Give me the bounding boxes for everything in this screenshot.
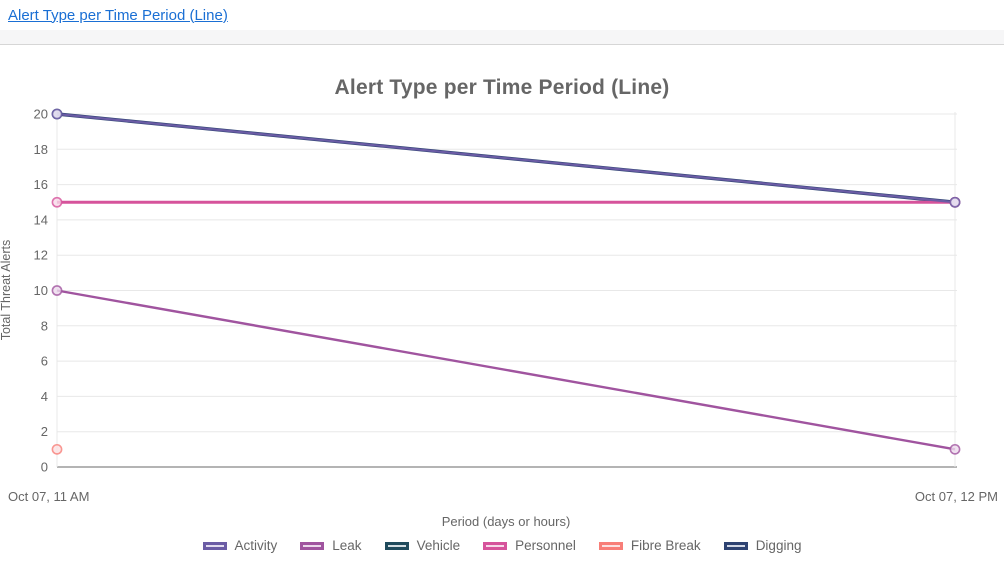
series-line-leak: [56, 289, 956, 451]
x-axis-title: Period (days or hours): [441, 514, 571, 529]
y-tick-label: 12: [34, 248, 48, 263]
legend-swatch-fibre-break: [598, 541, 623, 550]
y-tick-label: 16: [34, 177, 48, 192]
legend-swatch-digging: [723, 541, 748, 550]
chart-plot-area[interactable]: 0 2 4 6 8 10 12 14 16 18 20: [0, 45, 1004, 566]
chart-page-link[interactable]: Alert Type per Time Period (Line): [8, 6, 228, 24]
data-point-leak[interactable]: [949, 443, 961, 455]
legend-item-fibre-break[interactable]: Fibre Break: [598, 538, 701, 553]
legend-item-activity[interactable]: Activity: [202, 538, 278, 553]
header-divider: [0, 30, 1004, 45]
legend-swatch-personnel: [483, 541, 508, 550]
y-tick-label: 14: [34, 212, 48, 227]
y-tick-label: 8: [41, 318, 48, 333]
legend-swatch-activity: [202, 541, 227, 550]
data-point-personnel[interactable]: [51, 196, 63, 208]
chart-legend: Activity Leak Vehicle Personnel Fibre Break D…: [0, 538, 1004, 553]
y-tick-label: 10: [34, 283, 48, 298]
legend-label: Personnel: [515, 538, 576, 553]
x-tick-label-right: Oct 07, 12 PM: [914, 489, 998, 504]
y-tick-label: 18: [34, 142, 48, 157]
y-tick-label: 20: [34, 107, 48, 122]
legend-item-personnel[interactable]: Personnel: [483, 538, 576, 553]
chart-title: Alert Type per Time Period (Line): [334, 76, 670, 99]
chart-card: Alert Type per Time Period (Line) Total …: [0, 45, 1004, 566]
data-point-activity[interactable]: [949, 196, 961, 208]
legend-swatch-leak: [300, 541, 325, 550]
legend-label: Vehicle: [416, 538, 461, 553]
page-header: Alert Type per Time Period (Line): [0, 0, 1004, 30]
legend-label: Activity: [234, 538, 278, 553]
series-line-activity: [56, 112, 956, 204]
y-tick-label: 2: [41, 424, 48, 439]
legend-item-leak[interactable]: Leak: [300, 538, 362, 553]
data-point-fibre-break[interactable]: [51, 443, 63, 455]
y-tick-label: 0: [41, 460, 48, 475]
legend-label: Fibre Break: [630, 538, 701, 553]
x-tick-label-left: Oct 07, 11 AM: [8, 489, 90, 504]
legend-item-vehicle[interactable]: Vehicle: [384, 538, 461, 553]
legend-item-digging[interactable]: Digging: [723, 538, 802, 553]
legend-label: Leak: [332, 538, 362, 553]
y-tick-label: 4: [41, 389, 48, 404]
data-point-activity[interactable]: [51, 108, 63, 120]
y-tick-label: 6: [41, 354, 48, 369]
legend-label: Digging: [755, 538, 802, 553]
legend-swatch-vehicle: [384, 541, 409, 550]
data-point-leak[interactable]: [51, 285, 63, 296]
